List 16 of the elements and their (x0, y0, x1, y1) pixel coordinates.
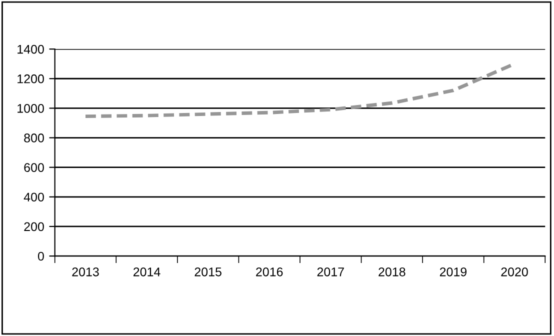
y-tick-label: 600 (24, 163, 44, 172)
y-tick-label: 800 (24, 134, 44, 142)
x-tick-label: 2016 (256, 267, 283, 276)
x-tick-label: 2013 (72, 267, 99, 276)
y-tick-label: 400 (24, 192, 44, 202)
y-tick-label: 1200 (18, 74, 44, 84)
y-tick-label: 200 (24, 222, 44, 232)
x-tick-label: 2018 (378, 267, 406, 276)
x-tick-label: 2017 (317, 267, 344, 276)
x-tick-label: 2015 (194, 267, 222, 276)
y-tick-label: 1000 (18, 104, 44, 113)
x-tick-label: 2014 (134, 267, 160, 276)
y-tick-label: 0 (38, 252, 44, 261)
y-tick-label: 1400 (18, 44, 44, 54)
x-tick-label: 2019 (440, 267, 467, 276)
x-tick-label: 2020 (501, 267, 528, 276)
